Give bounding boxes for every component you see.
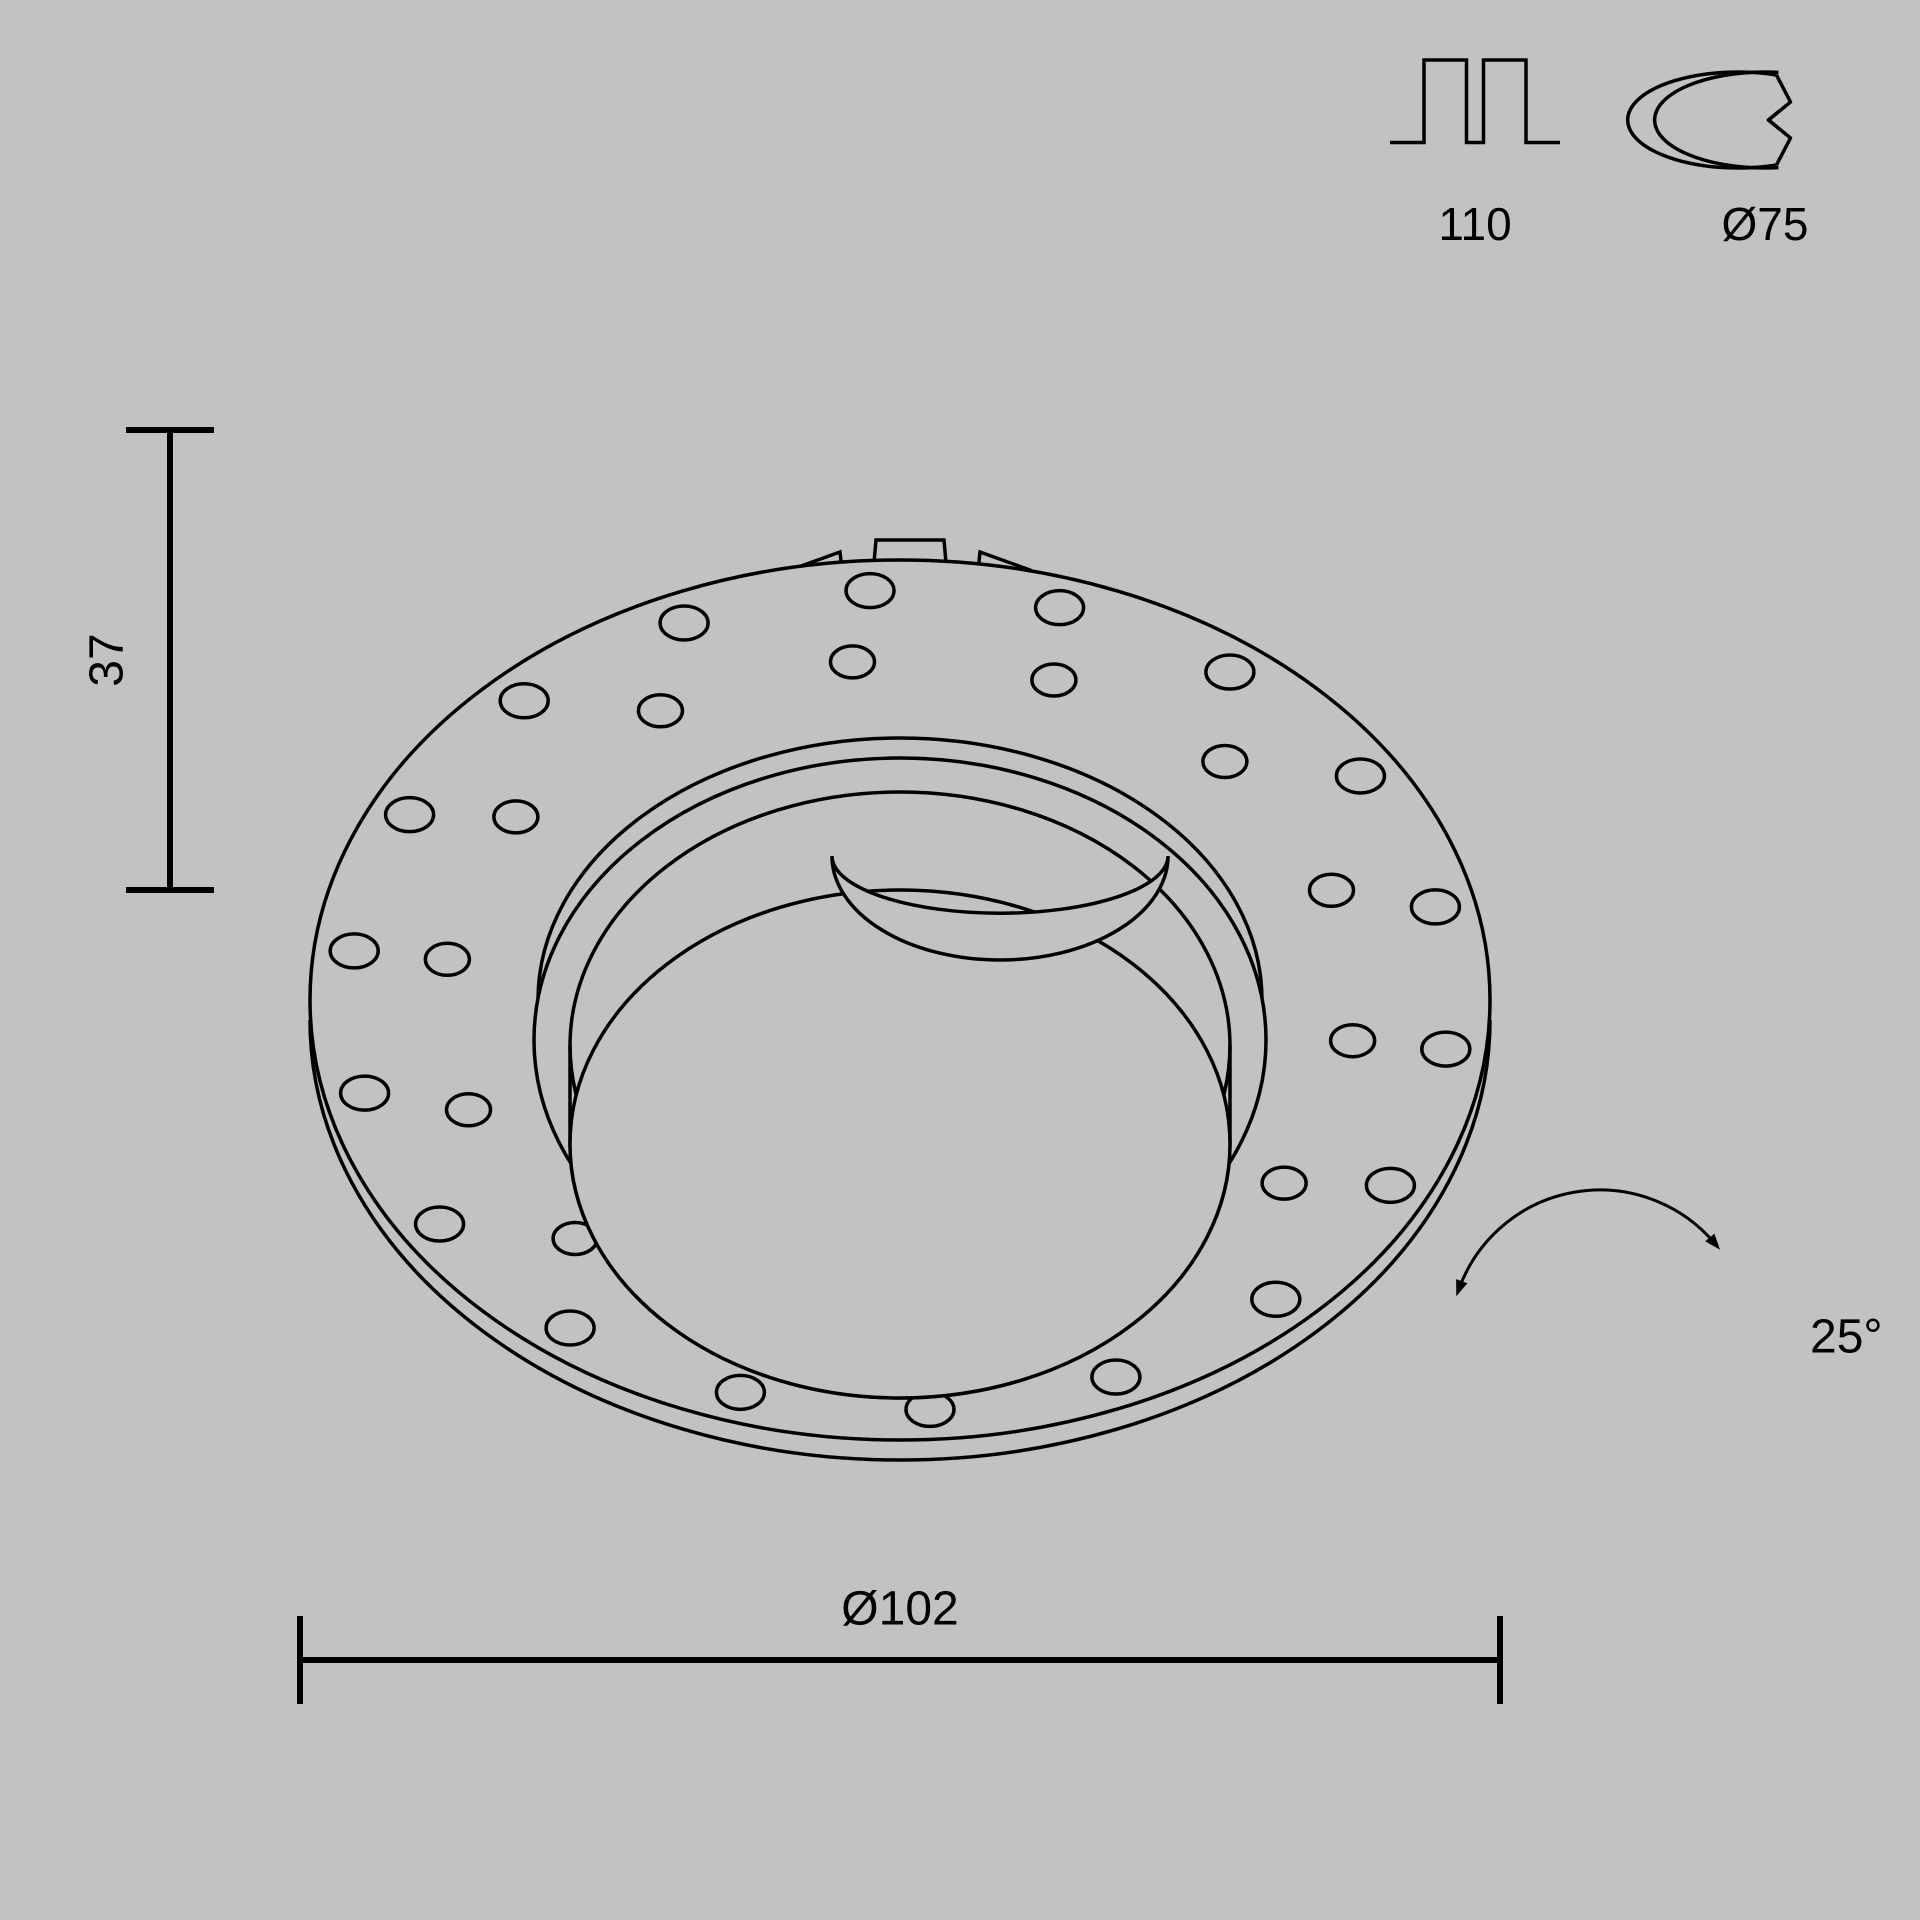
dim-tilt-label: 25°	[1810, 1311, 1883, 1364]
recess-depth-icon	[1390, 60, 1560, 143]
dim-height-label: 37	[81, 633, 134, 686]
technical-drawing: 37 Ø102 25° 110 Ø75	[0, 0, 1920, 1920]
recess-depth-label: 110	[1438, 198, 1511, 250]
cutout-icon	[1628, 69, 1894, 171]
dim-diameter-label: Ø102	[841, 1583, 958, 1636]
cutout-label: Ø75	[1722, 198, 1809, 250]
dim-tilt-arc	[1459, 1190, 1715, 1289]
downlight-fixture	[310, 540, 1490, 1460]
